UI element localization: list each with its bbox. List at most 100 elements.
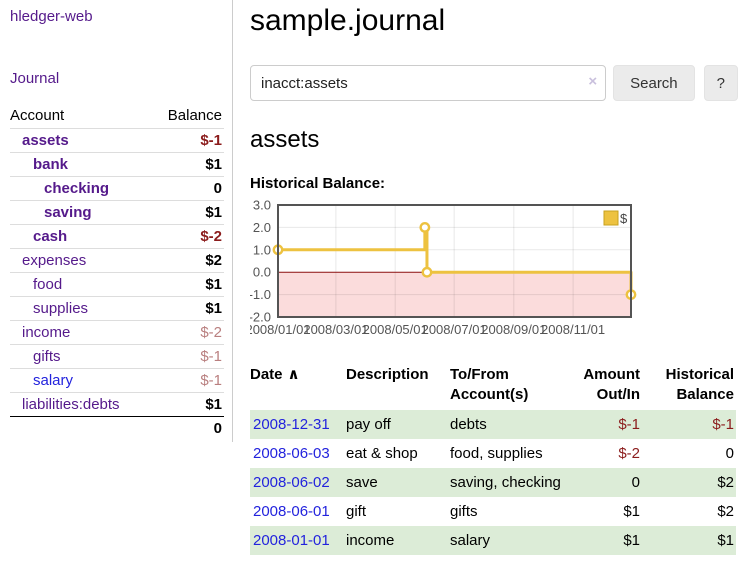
- account-link-assets[interactable]: assets: [22, 132, 69, 149]
- account-link-food[interactable]: food: [33, 276, 63, 293]
- accounts-total-row: 0: [10, 416, 224, 440]
- app-brand-link[interactable]: hledger-web: [10, 8, 93, 25]
- account-link-income[interactable]: income: [22, 324, 71, 341]
- register-header-amount: Amount Out/In: [583, 366, 640, 404]
- sidebar-item-journal[interactable]: Journal: [10, 70, 60, 87]
- y-tick-label: 3.0: [253, 198, 271, 213]
- account-link-liabilities-debts[interactable]: liabilities:debts: [22, 396, 120, 413]
- account-link-bank[interactable]: bank: [33, 156, 69, 173]
- transaction-balance: 0: [725, 444, 734, 462]
- account-balance: $-2: [151, 320, 224, 345]
- account-balance: $1: [151, 200, 224, 225]
- register-row: 2008-06-03 eat & shop food, supplies $-2 0: [250, 439, 736, 468]
- transaction-accounts: gifts: [450, 502, 478, 520]
- transaction-date-link[interactable]: 2008-06-01: [253, 502, 330, 520]
- transaction-balance: $2: [717, 502, 734, 520]
- account-row: assets $-1: [10, 128, 224, 153]
- account-row: income $-2: [10, 320, 224, 345]
- transaction-accounts: saving, checking: [450, 473, 561, 491]
- sort-ascending-icon: ∧: [287, 366, 300, 383]
- register-header-balance: Historical Balance: [665, 366, 734, 404]
- accounts-header-account: Account: [10, 107, 65, 124]
- account-row: checking 0: [10, 176, 224, 201]
- register-header-row: Date ∧ Description To/From Account(s) Amo…: [250, 363, 736, 410]
- transaction-description: gift: [346, 502, 367, 520]
- transaction-date-cell: 2008-06-03: [250, 439, 346, 468]
- main-panel: sample.journal × Search ? assets Histori…: [240, 0, 742, 555]
- page-title: sample.journal: [250, 4, 446, 37]
- account-row: gifts $-1: [10, 344, 224, 369]
- account-cell: liabilities:debts: [10, 392, 152, 417]
- x-tick-label: 2008/09/01: [481, 322, 546, 337]
- transaction-date-cell: 2008-06-01: [250, 497, 346, 526]
- transaction-description: income: [346, 531, 395, 549]
- search-input[interactable]: [250, 65, 607, 101]
- transaction-amount: $1: [623, 531, 640, 549]
- account-row: saving $1: [10, 200, 224, 225]
- register-header-date[interactable]: Date ∧: [250, 366, 300, 383]
- account-balance: $1: [151, 392, 224, 417]
- balance-chart: 3.0 2.0 1.0 0.0 -1.0 -2.02008/01/012008/03/01…: [250, 198, 637, 337]
- plot-border: [277, 204, 632, 318]
- account-balance: $2: [151, 248, 224, 273]
- account-row: bank $1: [10, 152, 224, 177]
- account-cell: gifts: [10, 344, 152, 369]
- search-button[interactable]: Search: [613, 65, 695, 101]
- account-row: cash $-2: [10, 224, 224, 249]
- account-balance: $1: [151, 296, 224, 321]
- register-row: 2008-06-02 save saving, checking 0 $2: [250, 467, 736, 497]
- transaction-description: save: [346, 473, 378, 491]
- transaction-date-link[interactable]: 2008-01-01: [253, 531, 330, 549]
- negative-region: [278, 272, 631, 317]
- transaction-amount: $-1: [618, 415, 640, 433]
- accounts-tbody: assets $-1 bank $1 checking 0 saving $1 cash $-2 e…: [10, 128, 224, 417]
- account-balance: $-2: [151, 224, 224, 249]
- register-header-description: Description: [346, 366, 429, 383]
- account-cell: expenses: [10, 248, 152, 273]
- account-cell: saving: [10, 200, 152, 225]
- data-point-marker: [421, 266, 433, 278]
- transaction-date-link[interactable]: 2008-06-02: [253, 473, 330, 491]
- account-row: supplies $1: [10, 296, 224, 321]
- account-balance: $-1: [151, 344, 224, 369]
- account-link-supplies[interactable]: supplies: [33, 300, 89, 317]
- account-link-gifts[interactable]: gifts: [33, 348, 61, 365]
- transaction-accounts: salary: [450, 531, 491, 549]
- account-balance: $1: [151, 152, 224, 177]
- legend-swatch: [603, 210, 619, 226]
- account-link-checking[interactable]: checking: [44, 180, 110, 197]
- account-cell: income: [10, 320, 152, 345]
- x-tick-label: 2008/05/01: [363, 322, 428, 337]
- account-link-expenses[interactable]: expenses: [22, 252, 87, 269]
- account-cell: bank: [10, 152, 152, 177]
- transaction-date-link[interactable]: 2008-12-31: [253, 415, 330, 433]
- account-balance: $-1: [151, 368, 224, 393]
- account-balance: $-1: [151, 128, 224, 153]
- transaction-amount: $1: [623, 502, 640, 520]
- account-link-salary[interactable]: salary: [33, 372, 74, 389]
- transaction-date-cell: 2008-12-31: [250, 410, 346, 439]
- transaction-date-cell: 2008-06-02: [250, 468, 346, 497]
- transaction-description: eat & shop: [346, 444, 418, 462]
- transaction-balance: $2: [717, 473, 734, 491]
- x-tick-label: 2008/01/01: [250, 322, 311, 337]
- accounts-table: Account Balance assets $-1 bank $1 checking 0…: [10, 103, 224, 440]
- accounts-header-row: Account Balance: [10, 103, 224, 129]
- account-heading: assets: [250, 126, 320, 153]
- y-tick-label: 2.0: [253, 220, 271, 235]
- account-cell: food: [10, 272, 152, 297]
- clear-search-icon[interactable]: ×: [588, 73, 598, 90]
- x-tick-label: 2008/07/01: [422, 322, 487, 337]
- register-tbody: 2008-12-31 pay off debts $-1 $-1 2008-06-03 ea…: [250, 409, 736, 555]
- account-row: liabilities:debts $1: [10, 392, 224, 417]
- register-row: 2008-12-31 pay off debts $-1 $-1: [250, 409, 736, 439]
- help-button[interactable]: ?: [703, 65, 738, 101]
- transaction-date-link[interactable]: 2008-06-03: [253, 444, 330, 462]
- data-point-marker: [419, 222, 431, 233]
- transaction-amount: $-2: [618, 444, 640, 462]
- account-link-cash[interactable]: cash: [33, 228, 68, 245]
- accounts-total-value: 0: [151, 416, 224, 440]
- transaction-date-cell: 2008-01-01: [250, 526, 346, 555]
- account-link-saving[interactable]: saving: [44, 204, 92, 221]
- chart-title: Historical Balance:: [250, 175, 386, 192]
